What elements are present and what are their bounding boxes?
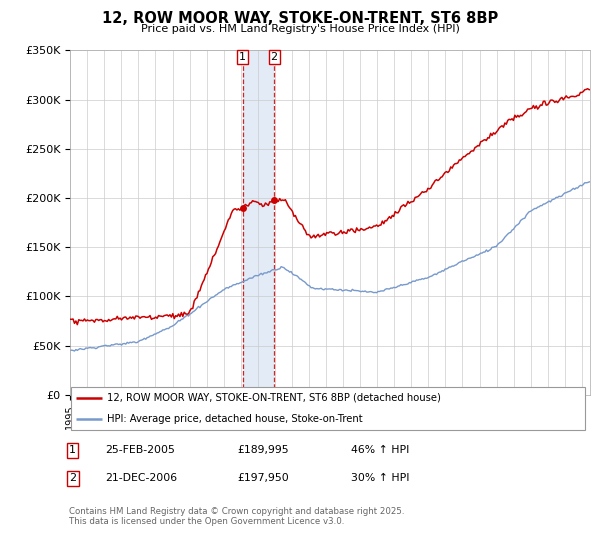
Text: 25-FEB-2005: 25-FEB-2005 [105, 445, 175, 455]
Text: Contains HM Land Registry data © Crown copyright and database right 2025.
This d: Contains HM Land Registry data © Crown c… [69, 507, 404, 526]
Bar [243, 50, 274, 395]
Text: £197,950: £197,950 [237, 473, 289, 483]
Text: £189,995: £189,995 [237, 445, 289, 455]
Text: 46% ↑ HPI: 46% ↑ HPI [351, 445, 409, 455]
Text: 2: 2 [69, 473, 76, 483]
Text: 12, ROW MOOR WAY, STOKE-ON-TRENT, ST6 8BP (detached house): 12, ROW MOOR WAY, STOKE-ON-TRENT, ST6 8B… [107, 393, 441, 403]
Text: 1: 1 [69, 445, 76, 455]
Text: 30% ↑ HPI: 30% ↑ HPI [351, 473, 409, 483]
Text: HPI: Average price, detached house, Stoke-on-Trent: HPI: Average price, detached house, Stok… [107, 414, 362, 424]
Text: Price paid vs. HM Land Registry's House Price Index (HPI): Price paid vs. HM Land Registry's House … [140, 24, 460, 34]
Text: 12, ROW MOOR WAY, STOKE-ON-TRENT, ST6 8BP: 12, ROW MOOR WAY, STOKE-ON-TRENT, ST6 8B… [102, 11, 498, 26]
Text: 21-DEC-2006: 21-DEC-2006 [105, 473, 177, 483]
Text: 2: 2 [271, 52, 278, 62]
Text: 1: 1 [239, 52, 247, 62]
FancyBboxPatch shape [71, 388, 586, 430]
